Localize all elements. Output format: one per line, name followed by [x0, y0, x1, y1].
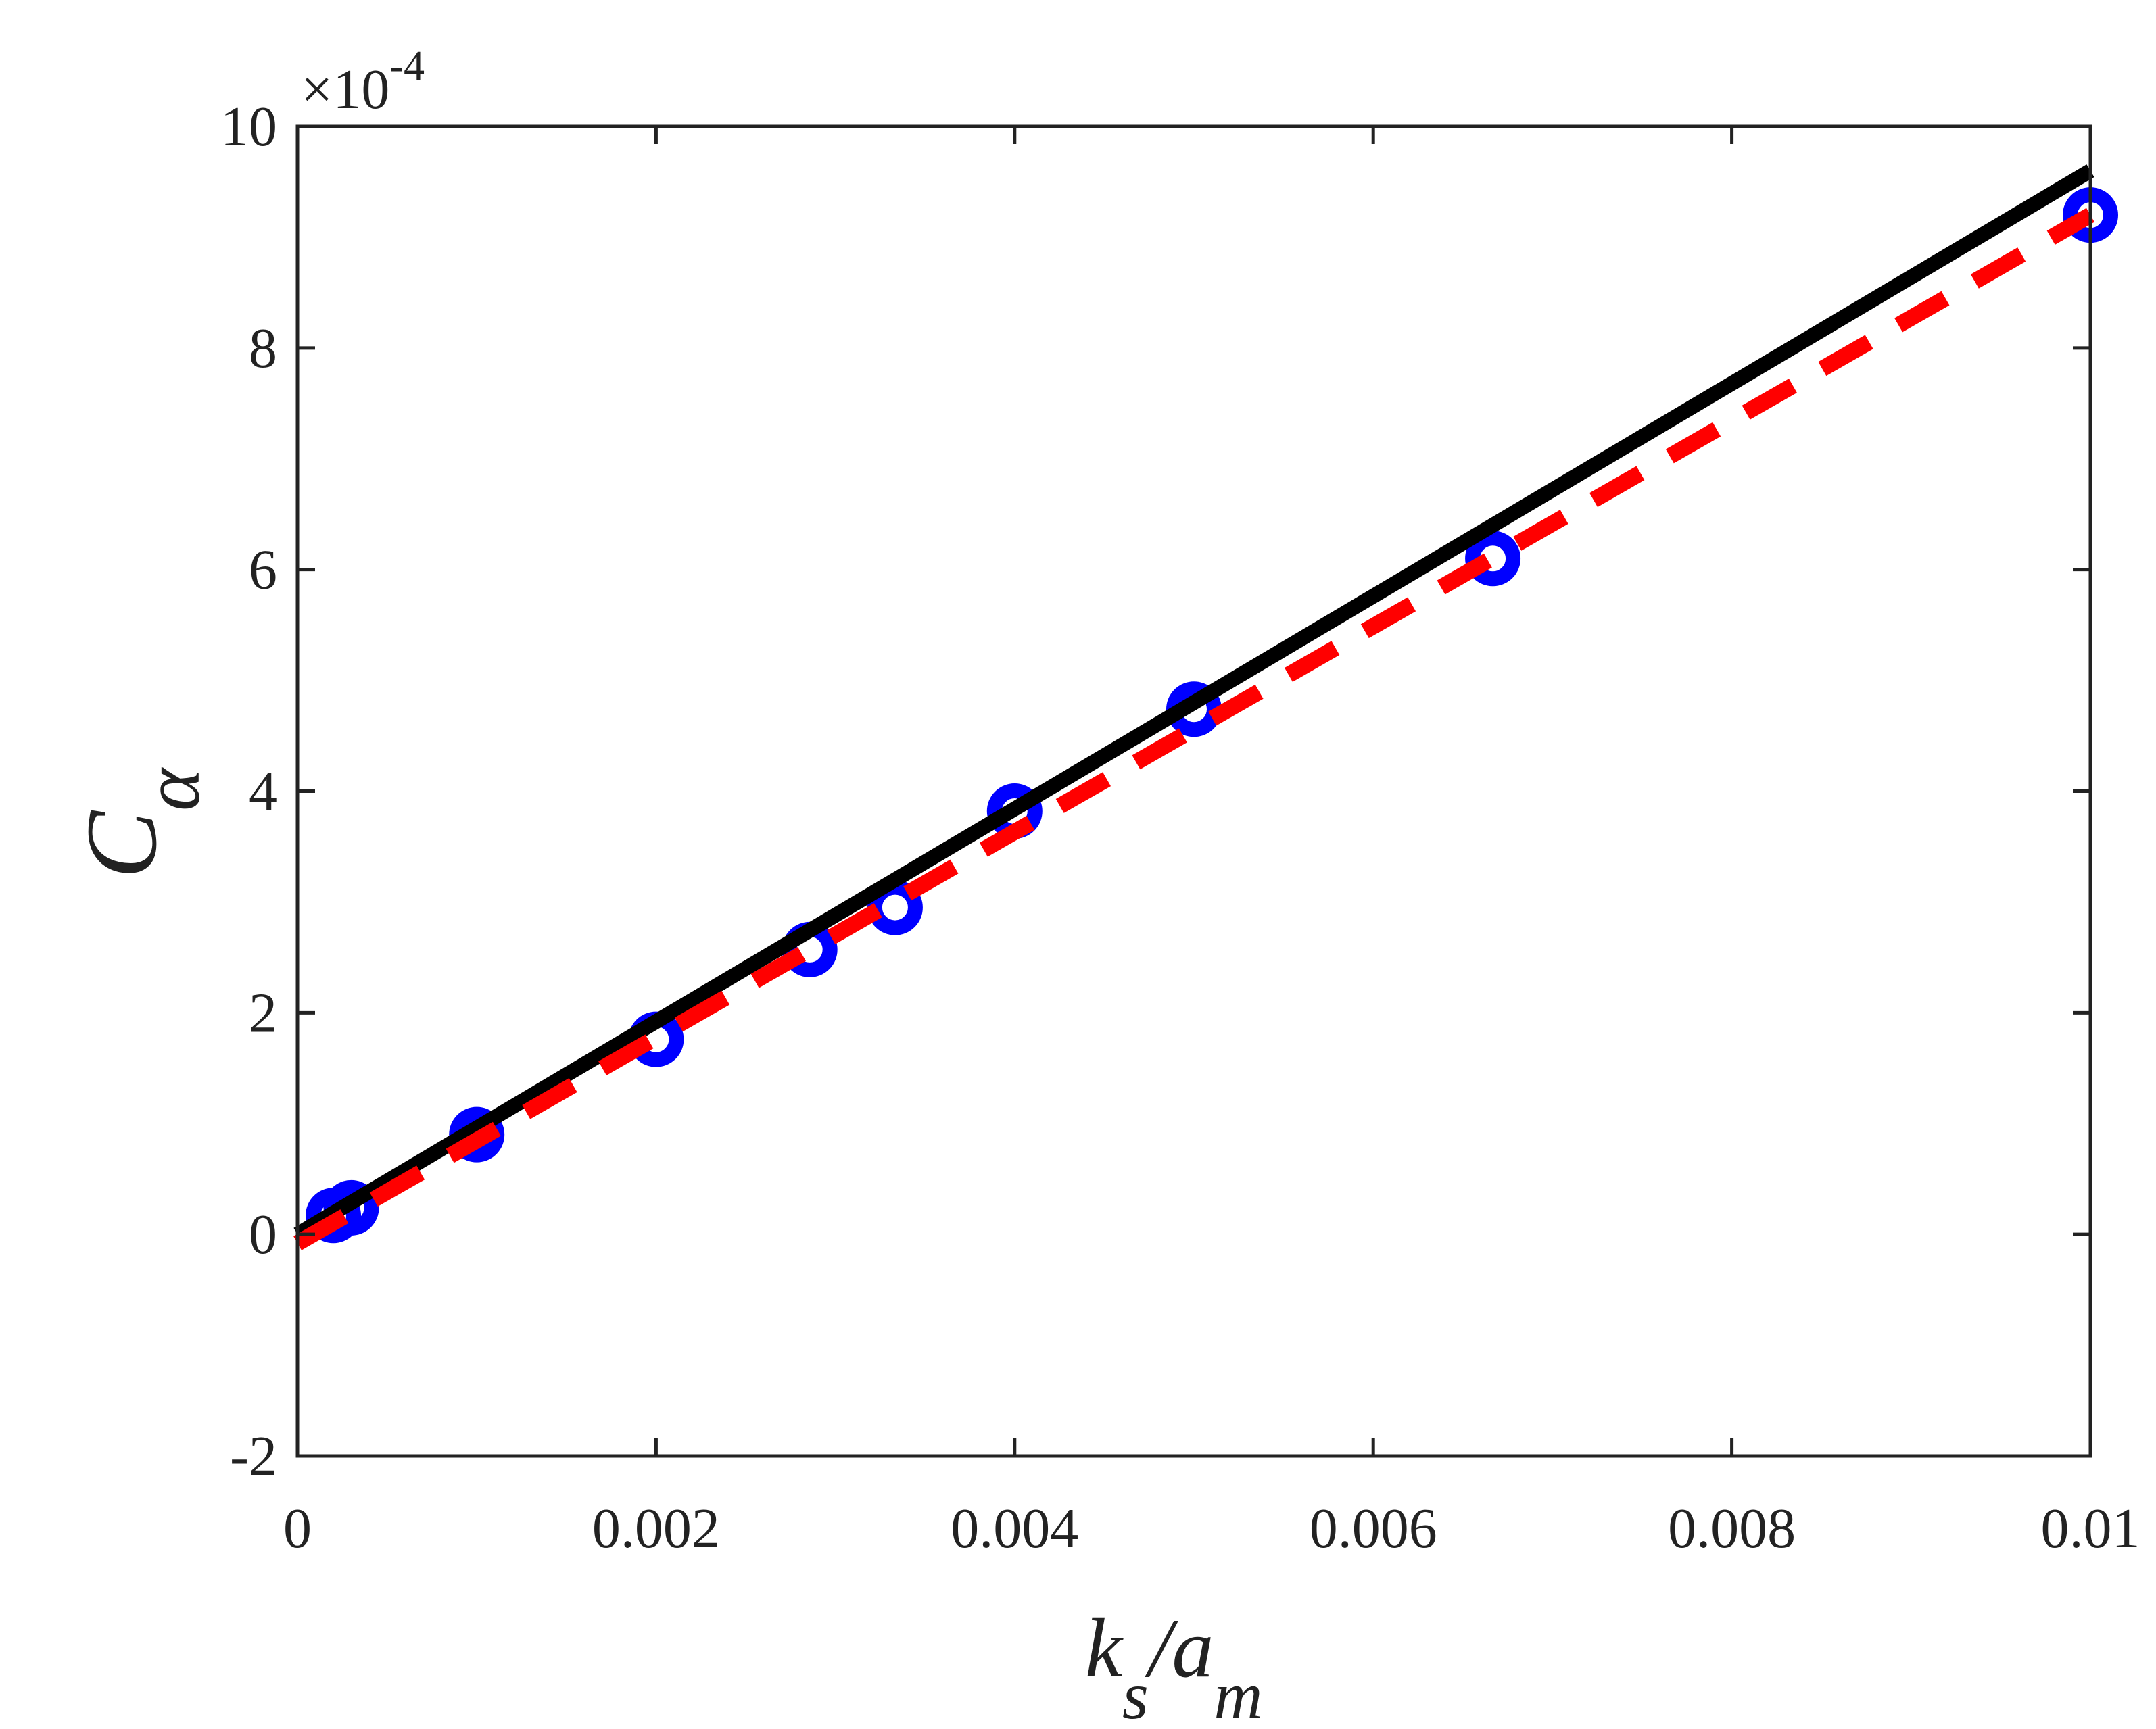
x-tick-label: 0.008: [1668, 1497, 1796, 1560]
y-exponent-power: -4: [389, 43, 425, 89]
y-tick-label: 6: [249, 539, 277, 602]
x-axis-label-main: k: [1085, 1602, 1124, 1695]
x-tick-label: 0.006: [1310, 1497, 1437, 1560]
y-tick-label: -2: [230, 1425, 277, 1488]
y-tick-label: 4: [249, 760, 277, 823]
y-exponent-base: ×10: [301, 58, 389, 121]
y-exponent-label: ×10-4: [301, 43, 425, 121]
x-axis-label-sub2: m: [1214, 1658, 1262, 1729]
x-tick-label: 0: [283, 1497, 312, 1560]
fit-line-dashed: [293, 208, 2094, 1250]
y-axis-label: Cα: [66, 767, 216, 879]
x-tick-label: 0.002: [592, 1497, 720, 1560]
x-axis-label-sep: /a: [1145, 1602, 1214, 1695]
data-point: [1465, 531, 1521, 587]
y-tick-label: 0: [249, 1203, 277, 1266]
x-tick-label: 0.004: [951, 1497, 1078, 1560]
y-tick-label: 2: [249, 981, 277, 1044]
y-axis-label-main: C: [66, 810, 178, 879]
y-tick-label: 8: [249, 317, 277, 380]
x-axis-label: ks/am: [1085, 1602, 1263, 1729]
y-axis-label-sub: α: [126, 767, 216, 811]
x-tick-label: 0.01: [2041, 1497, 2140, 1560]
fit-line-solid: [293, 164, 2094, 1241]
y-tick-label: 10: [220, 95, 277, 158]
x-axis-label-sub: s: [1122, 1658, 1149, 1729]
